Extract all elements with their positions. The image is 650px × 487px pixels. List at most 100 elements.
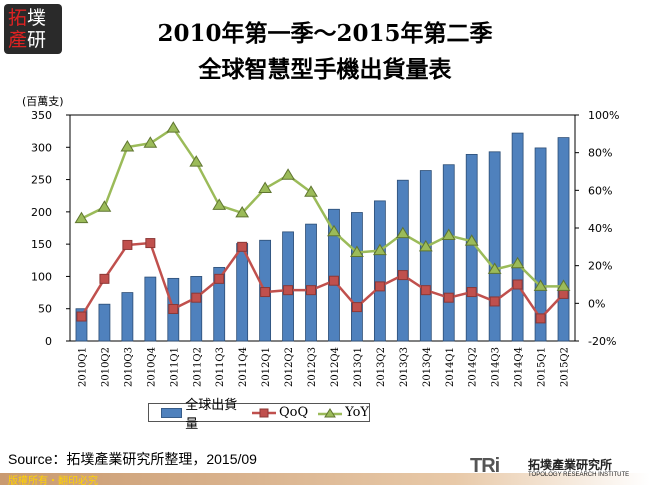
marker-YoY-2010Q2 (97, 200, 112, 212)
legend-swatch-square (251, 408, 276, 417)
bar-2012Q4 (328, 208, 340, 342)
brand-logo: TRi (470, 455, 500, 477)
y-tick-label: 100 (31, 270, 52, 283)
marker-YoY-2012Q3 (304, 185, 318, 197)
logo: 拓墣 產研 (4, 4, 62, 54)
marker-YoY-2013Q2 (373, 243, 387, 256)
x-tick-label: 2012Q1 (261, 347, 272, 387)
x-tick-label: 2013Q1 (353, 347, 364, 387)
x-tick-label: 2014Q4 (514, 347, 525, 387)
line-YoY (80, 126, 564, 288)
bar-2011Q3 (213, 266, 226, 342)
y2-tick-label: -20% (588, 335, 616, 348)
x-tick-label: 2015Q2 (560, 347, 571, 387)
marker-QoQ-2012Q3 (306, 285, 317, 296)
marker-QoQ-2014Q2 (466, 287, 477, 298)
marker-YoY-2013Q3 (395, 226, 410, 239)
y2-tick-label: 100% (588, 109, 619, 122)
marker-YoY-2011Q4 (235, 205, 250, 218)
x-tick-label: 2011Q1 (169, 347, 180, 387)
y-tick-label: 350 (31, 109, 52, 122)
x-tick-label: 2014Q2 (468, 347, 479, 387)
bar-2010Q3 (121, 292, 134, 342)
marker-YoY-2012Q4 (327, 224, 341, 237)
marker-YoY-2015Q1 (533, 279, 548, 291)
x-tick-label: 2011Q4 (238, 347, 249, 387)
marker-QoQ-2014Q4 (512, 279, 523, 290)
marker-YoY-2015Q2 (556, 279, 571, 291)
marker-YoY-2013Q1 (350, 245, 364, 257)
marker-QoQ-2015Q1 (535, 313, 546, 324)
bar-2013Q2 (373, 200, 386, 342)
chart-title: 2010年第一季～2015年第二季 (157, 20, 493, 47)
bar-2013Q1 (351, 212, 363, 342)
marker-YoY-2014Q2 (464, 234, 479, 246)
marker-YoY-2010Q4 (143, 136, 158, 148)
bar-2010Q1 (75, 308, 88, 342)
x-tick-label: 2013Q2 (376, 347, 387, 387)
marker-QoQ-2014Q3 (489, 296, 500, 307)
bar-2014Q4 (511, 132, 524, 342)
marker-YoY-2014Q3 (487, 262, 502, 274)
x-tick-label: 2012Q3 (307, 347, 318, 387)
legend-item-yoy: YoY (318, 405, 369, 420)
marker-QoQ-2011Q1 (168, 303, 179, 314)
marker-QoQ-2014Q1 (443, 292, 454, 303)
marker-QoQ-2012Q1 (260, 287, 271, 298)
x-tick-label: 2014Q1 (445, 347, 456, 387)
bar-2014Q3 (488, 151, 501, 342)
legend-item-qoq: QoQ (251, 405, 308, 420)
legend-item-shipments: 全球出貨量 (161, 394, 242, 432)
bar-2013Q4 (419, 170, 432, 342)
footer-band (0, 473, 650, 485)
marker-YoY-2014Q1 (441, 228, 456, 241)
y2-tick-label: 60% (588, 184, 612, 197)
x-tick-label: 2011Q3 (215, 347, 226, 387)
y-tick-label: 250 (31, 174, 52, 187)
y2-tick-label: 40% (588, 222, 612, 235)
bar-2010Q4 (144, 276, 157, 342)
x-tick-label: 2011Q2 (192, 347, 203, 387)
marker-YoY-2011Q3 (212, 198, 227, 210)
bar-2014Q1 (442, 164, 455, 342)
x-tick-label: 2010Q2 (100, 347, 111, 387)
brand-name-en: TOPOLOGY RESEARCH INSTITUTE (528, 472, 630, 478)
legend-label: 全球出貨量 (185, 397, 238, 432)
marker-QoQ-2012Q2 (283, 285, 294, 296)
marker-YoY-2013Q4 (418, 239, 433, 252)
chart-subtitle: 全球智慧型手機出貨量表 (198, 56, 452, 83)
marker-QoQ-2010Q2 (99, 273, 110, 284)
marker-QoQ-2010Q4 (145, 238, 156, 249)
x-tick-label: 2015Q1 (537, 347, 548, 387)
marker-YoY-2010Q1 (74, 211, 89, 224)
y-tick-label: 200 (31, 206, 52, 219)
marker-QoQ-2013Q3 (397, 270, 408, 281)
y-tick-label: 150 (31, 238, 52, 251)
copyright: 版權所有・翻印必究 (8, 476, 98, 487)
y-axis-label: (百萬支) (22, 95, 64, 108)
legend: 全球出貨量 QoQ YoY (148, 398, 370, 432)
marker-QoQ-2010Q3 (122, 239, 133, 250)
x-tick-label: 2014Q3 (491, 347, 502, 387)
y2-tick-label: 0% (588, 297, 605, 310)
y2-tick-label: 80% (588, 147, 612, 160)
source-note: Source：拓墣產業研究所整理，2015/09 (8, 451, 257, 467)
marker-QoQ-2011Q3 (214, 273, 225, 284)
marker-QoQ-2013Q1 (351, 302, 362, 313)
bar-2013Q3 (396, 179, 409, 342)
legend-swatch-bar (161, 407, 183, 418)
logo-char: 拓 (8, 7, 28, 29)
marker-YoY-2010Q3 (120, 140, 135, 152)
x-tick-label: 2012Q4 (330, 347, 341, 387)
x-tick-label: 2012Q2 (284, 347, 295, 387)
bar-2015Q1 (534, 147, 547, 342)
x-tick-label: 2013Q4 (422, 347, 433, 387)
bar-2012Q3 (305, 223, 317, 342)
marker-YoY-2011Q1 (166, 121, 181, 133)
marker-YoY-2014Q4 (510, 256, 525, 269)
marker-YoY-2012Q2 (281, 168, 295, 180)
bar-2011Q2 (190, 276, 203, 342)
marker-QoQ-2013Q2 (374, 281, 385, 292)
bar-2010Q2 (98, 303, 111, 342)
marker-QoQ-2011Q2 (191, 292, 202, 303)
